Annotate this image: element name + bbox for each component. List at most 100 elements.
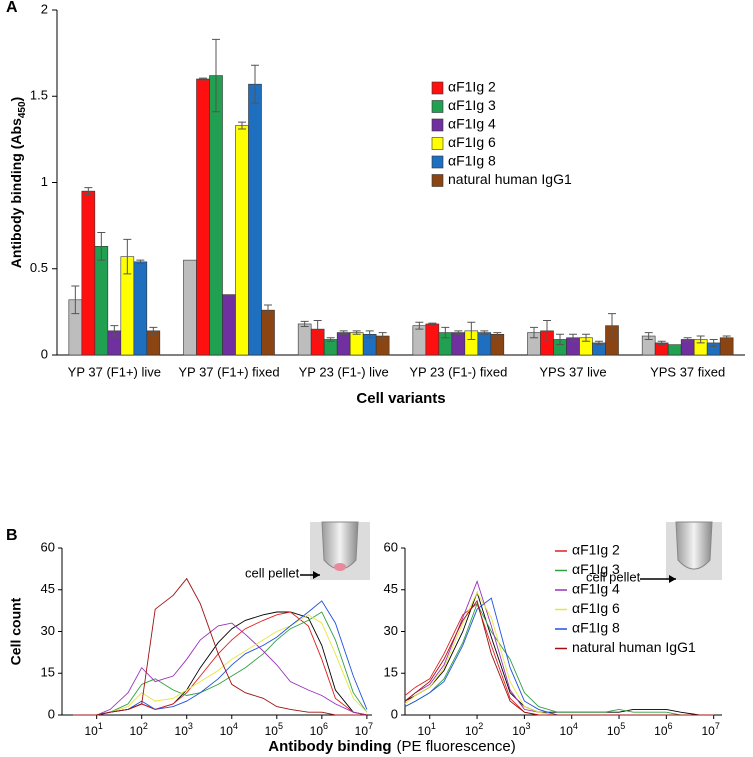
error-bar — [454, 330, 463, 335]
x-tick-base: 10 — [418, 724, 432, 738]
bar — [336, 332, 351, 356]
error-bar — [493, 332, 502, 337]
tube — [675, 521, 713, 570]
bar — [490, 333, 505, 356]
histogram-line — [73, 577, 367, 716]
x-tick-exponent: 5 — [620, 721, 625, 731]
legend-label: αF1Ig 2 — [448, 79, 496, 95]
error-bar — [149, 326, 158, 335]
x-tick-exponent: 5 — [278, 721, 283, 731]
error-bar — [339, 330, 348, 335]
bar — [667, 344, 682, 356]
x-tick-label: YP 23 (F1-) fixed — [409, 364, 507, 379]
legend-label: αF1Ig 2 — [572, 542, 620, 558]
histogram-line — [404, 599, 714, 716]
x-tick-label: 106 — [654, 721, 672, 738]
y-tick-label: 1 — [41, 174, 48, 189]
y-axis-label: Antibody binding (Abs450) — [8, 97, 28, 268]
legend-label: αF1Ig 4 — [448, 116, 496, 132]
bar — [477, 332, 492, 356]
x-tick-base: 10 — [465, 724, 479, 738]
y-tick-label: 2 — [41, 1, 48, 16]
error-bar — [644, 332, 653, 340]
x-tick-label: 106 — [310, 721, 328, 738]
histogram-line — [404, 602, 714, 716]
x-tick-exponent: 3 — [526, 721, 531, 731]
x-tick-label: 102 — [130, 721, 148, 738]
histogram-line — [73, 622, 367, 716]
x-tick-label: YPS 37 live — [539, 364, 606, 379]
y-tick-label: 0 — [41, 346, 48, 361]
bar — [451, 332, 466, 356]
error-bar — [595, 340, 603, 346]
error-bar — [264, 304, 272, 316]
error-bar — [326, 337, 335, 342]
legend-label: αF1Ig 8 — [572, 620, 620, 636]
legend-swatch — [431, 81, 444, 95]
error-bar — [530, 326, 538, 339]
legend-label: αF1Ig 8 — [448, 153, 496, 169]
tube — [321, 521, 359, 570]
tube-image-left — [310, 521, 370, 580]
error-bar — [467, 321, 476, 340]
x-tick-label: 101 — [418, 721, 436, 738]
error-bar — [300, 320, 309, 328]
error-bar — [657, 340, 666, 346]
x-axis-label-note: (PE fluorescence) — [397, 738, 516, 755]
bar — [248, 83, 262, 356]
legend-label: αF1Ig 4 — [572, 581, 620, 597]
x-tick-exponent: 4 — [573, 721, 578, 731]
y-axis-label-text: Antibody binding (Abs — [8, 118, 24, 268]
histogram-line — [404, 597, 714, 716]
x-axis-label-main: Antibody binding — [268, 738, 391, 755]
pellet — [334, 563, 346, 571]
y-axis-label-sub: 450 — [17, 101, 28, 118]
x-tick-base: 10 — [512, 724, 526, 738]
error-bar — [582, 333, 590, 342]
bar — [196, 78, 210, 356]
error-bar — [84, 187, 93, 196]
y-tick-label: 45 — [41, 581, 55, 596]
x-tick-exponent: 3 — [188, 721, 193, 731]
x-tick-label: YP 37 (F1+) live — [68, 364, 161, 379]
arrow-head — [313, 571, 320, 579]
x-tick-label: 107 — [701, 721, 719, 738]
legend-label: natural human IgG1 — [448, 171, 572, 187]
histogram-line — [73, 611, 368, 716]
error-bar — [709, 338, 718, 347]
y-axis-label: Cell count — [8, 597, 24, 665]
x-tick-label: 104 — [560, 721, 578, 738]
x-tick-base: 10 — [175, 724, 189, 738]
bar — [94, 246, 109, 356]
x-tick-exponent: 2 — [478, 721, 483, 731]
error-bar — [683, 337, 692, 342]
error-bar — [199, 77, 207, 81]
bar — [183, 259, 197, 356]
x-axis-label: Antibody binding (PE fluorescence) — [268, 738, 516, 755]
x-tick-label: YPS 37 fixed — [650, 364, 725, 379]
x-tick-exponent: 2 — [143, 721, 148, 731]
x-axis-label: Cell variants — [356, 390, 445, 407]
error-bar — [365, 330, 374, 339]
panel-label: A — [6, 0, 18, 16]
x-tick-base: 10 — [310, 724, 324, 738]
x-tick-label: 105 — [607, 721, 625, 738]
error-bar — [123, 238, 132, 275]
bar — [412, 325, 427, 356]
y-tick-label: 15 — [41, 665, 55, 680]
annotation: cell pellet — [245, 565, 300, 580]
bar — [222, 294, 236, 356]
x-tick-label: 103 — [175, 721, 193, 738]
error-bar — [556, 333, 564, 346]
error-bar — [608, 313, 616, 339]
x-tick-label: 104 — [220, 721, 238, 738]
legend-swatch — [431, 118, 444, 132]
legend-label: αF1Ig 3 — [448, 97, 496, 113]
panel-label: B — [6, 527, 18, 544]
histogram-line — [404, 602, 714, 716]
error-bar — [251, 64, 259, 104]
error-bar — [428, 322, 437, 326]
legend-swatch — [431, 155, 444, 169]
bar — [297, 323, 312, 356]
